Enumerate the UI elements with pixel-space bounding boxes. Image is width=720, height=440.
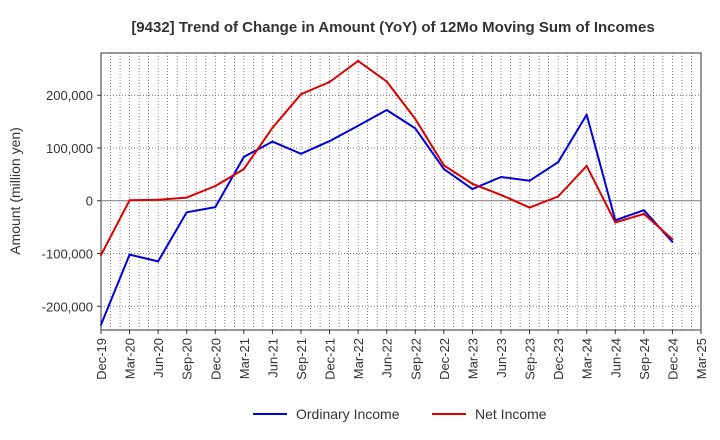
- ordinary-income-point: [100, 323, 102, 326]
- legend-label-ordinary-income: Ordinary Income: [296, 406, 400, 422]
- x-tick-label: Mar-25: [694, 338, 709, 379]
- ordinary-income-point: [557, 161, 560, 164]
- ordinary-income-point: [242, 155, 245, 158]
- series-layer: [100, 59, 674, 326]
- y-tick-label: -100,000: [42, 246, 93, 261]
- y-tick-label: 0: [86, 194, 93, 209]
- net-income-point: [414, 117, 417, 120]
- net-income-point: [271, 126, 274, 129]
- x-tick-label: Jun-21: [265, 338, 280, 378]
- x-tick-label: Dec-23: [551, 338, 566, 380]
- x-tick-label: Mar-24: [580, 338, 595, 379]
- ordinary-income-point: [500, 175, 502, 178]
- ordinary-income-point: [471, 188, 474, 191]
- x-tick-label: Dec-24: [665, 338, 680, 380]
- plot-area: [100, 52, 702, 331]
- net-income-point: [557, 195, 560, 198]
- x-tick-label: Mar-22: [351, 338, 366, 379]
- x-axis-ticks: Dec-19 Mar-20 Jun-20 Sep-20 Dec-20 Mar-21 Jun-…: [94, 330, 709, 380]
- y-tick-label: -200,000: [42, 299, 93, 314]
- chart-title: [9432] Trend of Change in Amount (YoY) o…: [131, 19, 654, 36]
- ordinary-income-point: [185, 211, 188, 214]
- x-tick-label: Sep-23: [523, 338, 538, 380]
- net-income-point: [185, 196, 188, 199]
- net-income-point: [100, 254, 102, 257]
- ordinary-income-point: [442, 168, 445, 171]
- ordinary-income-point: [642, 209, 645, 212]
- x-tick-label: Dec-22: [437, 338, 452, 380]
- ordinary-income-point: [128, 253, 131, 256]
- ordinary-income-point: [157, 260, 160, 263]
- x-tick-label: Dec-20: [208, 338, 223, 380]
- x-tick-label: Jun-22: [380, 338, 395, 378]
- net-income-point: [528, 206, 531, 209]
- x-tick-label: Mar-23: [465, 338, 480, 379]
- y-tick-label: 200,000: [46, 88, 93, 103]
- ordinary-income-point: [385, 108, 388, 111]
- grid: [101, 53, 701, 330]
- x-tick-label: Mar-20: [123, 338, 138, 379]
- ordinary-income-point: [357, 124, 360, 127]
- x-tick-label: Sep-24: [637, 338, 652, 380]
- x-tick-label: Dec-21: [323, 338, 338, 380]
- x-tick-label: Sep-21: [294, 338, 309, 380]
- ordinary-income-point: [271, 140, 274, 143]
- x-tick-label: Sep-22: [408, 338, 423, 380]
- net-income-point: [328, 81, 331, 84]
- net-income-point: [242, 168, 245, 171]
- ordinary-income-point: [414, 127, 417, 130]
- net-income-point: [471, 182, 474, 185]
- x-tick-label: Jun-24: [608, 338, 623, 378]
- ordinary-income-point: [328, 140, 331, 143]
- legend: Ordinary Income Net Income: [253, 406, 547, 422]
- legend-label-net-income: Net Income: [475, 406, 547, 422]
- net-income-point: [300, 93, 302, 96]
- net-income-point: [128, 199, 131, 202]
- y-axis-label: Amount (million yen): [7, 127, 23, 255]
- net-income-point: [214, 184, 217, 187]
- net-income-point: [385, 80, 388, 83]
- ordinary-income-point: [214, 206, 217, 209]
- ordinary-income-point: [300, 152, 302, 155]
- ordinary-income-point: [528, 179, 531, 182]
- ordinary-income-point: [671, 240, 674, 243]
- net-income-point: [442, 164, 445, 167]
- x-tick-label: Mar-21: [237, 338, 252, 379]
- net-income-point: [585, 164, 588, 167]
- net-income-point: [157, 198, 160, 201]
- x-tick-label: Jun-20: [151, 338, 166, 378]
- x-tick-label: Sep-20: [180, 338, 195, 380]
- net-income-point: [357, 59, 360, 62]
- ordinary-income-point: [585, 113, 588, 116]
- net-income-point: [500, 193, 502, 196]
- y-tick-label: 100,000: [46, 141, 93, 156]
- net-income-point: [614, 221, 617, 224]
- ordinary-income-line: [100, 109, 674, 326]
- y-axis-ticks: -200,000 -100,000 0 100,000 200,000: [42, 88, 101, 314]
- net-income-point: [671, 238, 674, 241]
- x-tick-label: Jun-23: [494, 338, 509, 378]
- net-income-point: [642, 212, 645, 215]
- x-tick-label: Dec-19: [94, 338, 109, 380]
